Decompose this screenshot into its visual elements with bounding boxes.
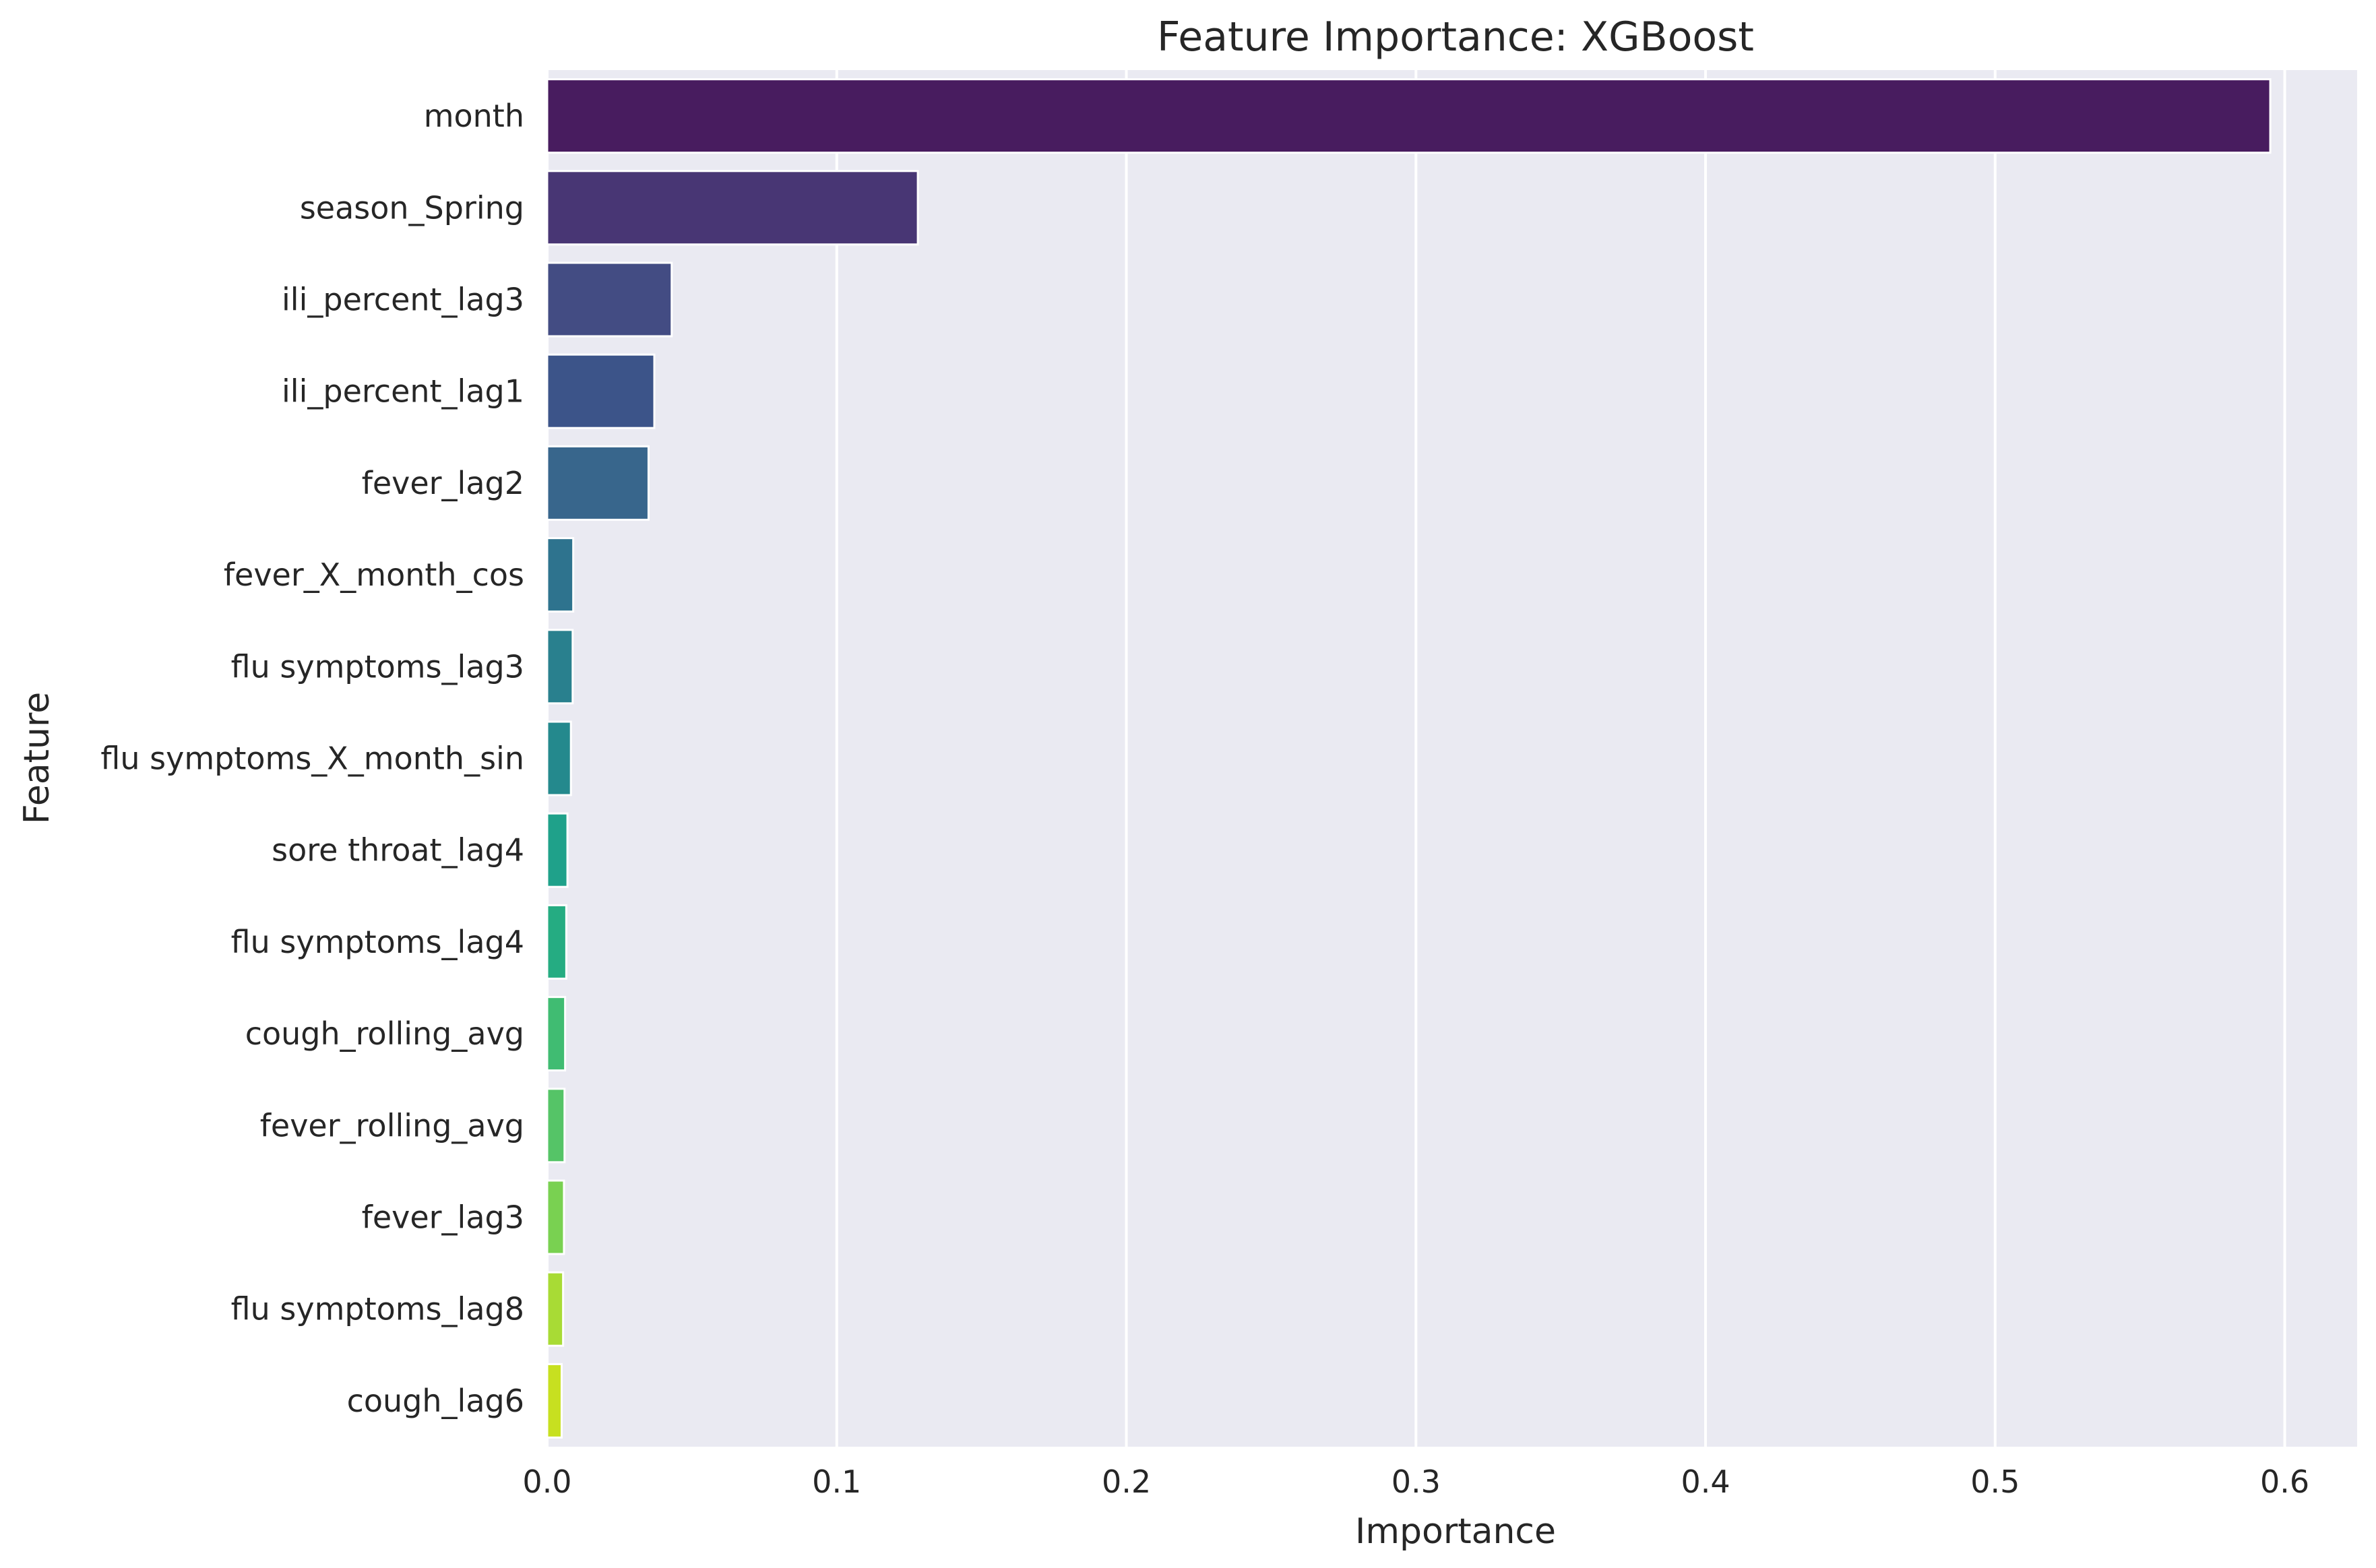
y-axis-label: Feature	[17, 692, 57, 825]
plot-background	[547, 70, 2357, 1447]
y-tick-label: flu symptoms_lag8	[231, 1291, 524, 1327]
x-tick-label: 0.2	[1102, 1464, 1151, 1500]
y-tick-label: sore throat_lag4	[272, 832, 524, 869]
bar	[546, 1362, 563, 1439]
bar	[546, 78, 2272, 154]
y-tick-label: cough_rolling_avg	[245, 1015, 524, 1052]
y-tick-label: flu symptoms_lag3	[231, 648, 524, 685]
x-tick-label: 0.1	[812, 1464, 861, 1500]
y-tick-label: ili_percent_lag3	[282, 282, 524, 318]
x-tick-label: 0.4	[1681, 1464, 1730, 1500]
y-tick-label: fever_rolling_avg	[260, 1107, 524, 1143]
y-tick-label: flu symptoms_lag4	[231, 924, 524, 960]
x-tick-label: 0.0	[522, 1464, 571, 1500]
bar	[546, 904, 567, 980]
chart-title: Feature Importance: XGBoost	[1157, 13, 1754, 61]
bar	[546, 629, 574, 705]
y-tick-label: fever_lag3	[362, 1199, 524, 1236]
y-tick-label: flu symptoms_X_month_sin	[100, 741, 524, 777]
x-tick-label: 0.5	[1970, 1464, 2020, 1500]
y-tick-label: fever_X_month_cos	[224, 557, 524, 593]
y-tick-label: season_Spring	[300, 189, 524, 226]
bar	[546, 996, 567, 1072]
bar	[546, 1271, 565, 1347]
bar	[546, 445, 650, 521]
y-tick-label: month	[424, 98, 524, 134]
bar	[546, 1088, 566, 1164]
y-tick-label: fever_lag2	[362, 465, 524, 501]
y-tick-labels: month season_Spring ili_percent_lag3 ili_pe…	[100, 98, 524, 1419]
bar	[546, 720, 572, 796]
x-tick-label: 0.6	[2260, 1464, 2309, 1500]
bar	[546, 261, 673, 338]
y-tick-label: ili_percent_lag1	[282, 373, 524, 410]
bar	[546, 812, 569, 888]
bars	[546, 78, 2272, 1439]
bar	[546, 1179, 565, 1255]
bar	[546, 353, 656, 429]
x-axis-label: Importance	[1355, 1511, 1556, 1552]
y-tick-label: cough_lag6	[347, 1383, 524, 1419]
bar	[546, 537, 575, 613]
bar	[546, 170, 919, 246]
x-tick-label: 0.3	[1392, 1464, 1441, 1500]
x-gridlines	[546, 70, 2286, 1447]
x-tick-labels: 0.0 0.1 0.2 0.3 0.4 0.5 0.6	[522, 1464, 2309, 1500]
